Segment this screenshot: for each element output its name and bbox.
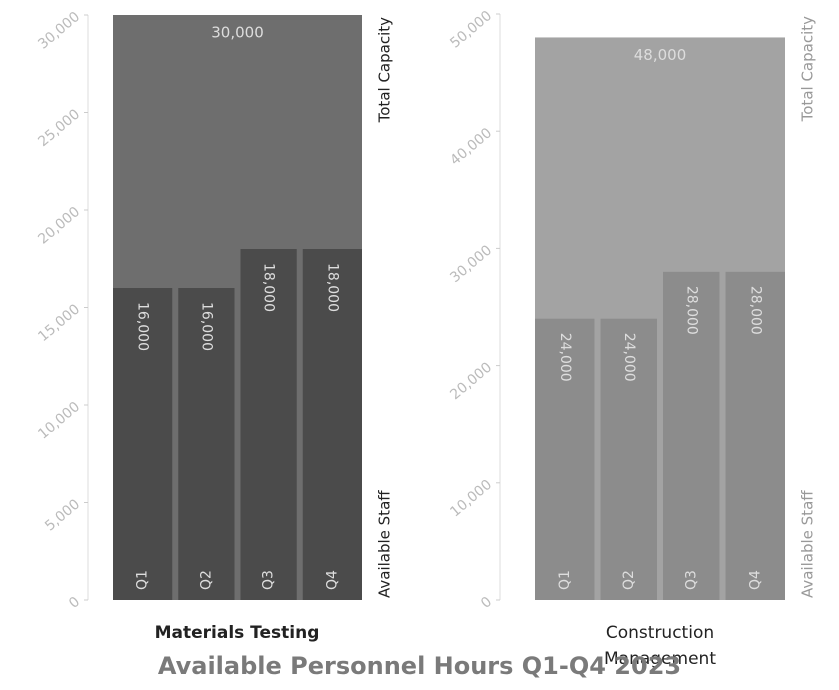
bar [178, 288, 235, 600]
total-label: 30,000 [211, 24, 264, 42]
x-tick-label: Q3 [683, 570, 699, 590]
y-tick-label: 50,000 [447, 8, 495, 52]
bar [240, 249, 297, 600]
y-tick-label: 20,000 [35, 204, 83, 248]
x-tick-label: Q4 [324, 570, 340, 590]
y-tick-label: 0 [478, 594, 495, 612]
chart-title: Materials Testing [154, 623, 320, 643]
y-tick-label: 15,000 [35, 301, 83, 345]
x-tick-label: Q3 [261, 570, 277, 590]
total-label: 48,000 [634, 46, 687, 64]
legend-total: Total Capacity [799, 16, 817, 122]
y-tick-label: 0 [66, 594, 83, 612]
bar [663, 271, 720, 600]
value-label: 18,000 [324, 263, 340, 312]
x-tick-label: Q2 [198, 570, 214, 590]
chart-title: Construction Management [604, 623, 716, 669]
value-label: 16,000 [135, 302, 151, 351]
value-label: 24,000 [557, 333, 573, 382]
main-title: Available Personnel Hours Q1-Q4 2023 [157, 652, 682, 680]
value-label: 24,000 [621, 333, 637, 382]
value-label: 18,000 [261, 263, 277, 312]
value-label: 16,000 [198, 302, 214, 351]
y-tick-label: 10,000 [447, 477, 495, 521]
bar [113, 288, 173, 600]
value-label: 28,000 [683, 286, 699, 335]
charts: 0 5,000 10,000 15,000 20,000 25,000 30,000 30,0… [35, 8, 817, 612]
x-tick-label: Q1 [135, 570, 151, 590]
x-tick-label: Q2 [621, 570, 637, 590]
x-tick-label: Q1 [557, 570, 573, 590]
bar [600, 318, 657, 600]
y-tick-label: 30,000 [35, 9, 83, 53]
legend-series: Available Staff [376, 490, 394, 598]
x-tick-label: Q4 [747, 570, 763, 590]
y-tick-label: 40,000 [447, 125, 495, 169]
y-tick-label: 5,000 [42, 496, 83, 534]
bar [302, 249, 362, 600]
y-tick-label: 10,000 [35, 399, 83, 443]
bar [535, 318, 595, 600]
legend-total: Total Capacity [376, 17, 394, 123]
y-tick-label: 30,000 [447, 242, 495, 286]
y-tick-label: 20,000 [447, 359, 495, 403]
y-tick-label: 25,000 [35, 106, 83, 150]
legend-series: Available Staff [799, 490, 817, 598]
bar [725, 271, 785, 600]
value-label: 28,000 [747, 286, 763, 335]
